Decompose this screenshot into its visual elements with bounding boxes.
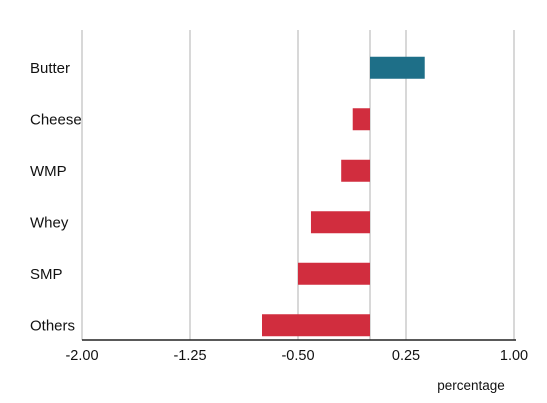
grid-lines xyxy=(81,30,515,340)
bar-whey xyxy=(310,211,370,234)
bar-butter xyxy=(370,56,425,79)
category-label-others: Others xyxy=(30,317,75,334)
category-label-butter: Butter xyxy=(30,60,70,77)
bar-cheese xyxy=(352,108,370,131)
x-tick-label-1: -1.25 xyxy=(173,348,206,364)
x-tick-label-3: 0.25 xyxy=(392,348,420,364)
x-tick-label-2: -0.50 xyxy=(281,348,314,364)
category-label-whey: Whey xyxy=(30,214,69,231)
x-tick-label-0: -2.00 xyxy=(65,348,98,364)
bar-others xyxy=(262,314,370,337)
category-label-smp: SMP xyxy=(30,266,63,283)
x-tick-label-4: 1.00 xyxy=(500,348,528,364)
category-label-cheese: Cheese xyxy=(30,111,82,128)
bars xyxy=(262,56,425,337)
tick-labels: -2.00 -1.25 -0.50 0.25 1.00 xyxy=(65,348,528,364)
bar-smp xyxy=(298,262,370,285)
category-labels: Butter Cheese WMP Whey SMP Others xyxy=(30,60,82,335)
category-label-wmp: WMP xyxy=(30,163,67,180)
bar-wmp xyxy=(341,159,370,182)
x-axis-label: percentage xyxy=(437,378,505,393)
